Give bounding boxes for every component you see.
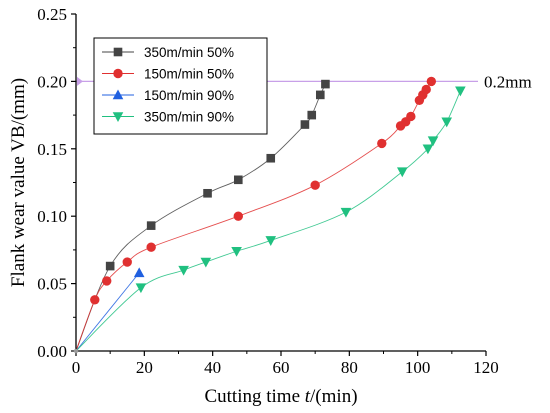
data-point bbox=[300, 120, 310, 129]
axes-layer: 0 20 40 60 80 100 120 0.00 0.05 0.10 0.15 0.20 0.25 bbox=[37, 5, 499, 377]
data-point bbox=[135, 283, 147, 294]
y-tick-label: 0.15 bbox=[37, 140, 67, 159]
x-tick-label: 120 bbox=[473, 358, 499, 377]
y-tick-label: 0.10 bbox=[37, 207, 67, 226]
x-axis-title-prefix: Cutting time bbox=[204, 386, 304, 407]
data-point bbox=[231, 246, 242, 257]
data-point bbox=[233, 175, 243, 185]
x-axis-title-suffix: /(min) bbox=[310, 386, 358, 407]
y-tick-label: 0.20 bbox=[37, 72, 67, 91]
data-point bbox=[203, 188, 212, 198]
data-point bbox=[340, 207, 352, 218]
data-point bbox=[396, 167, 408, 178]
data-point bbox=[90, 295, 100, 305]
data-point bbox=[178, 265, 189, 276]
data-point bbox=[265, 236, 277, 246]
series-markers-1 bbox=[105, 79, 330, 271]
x-tick-label: 0 bbox=[72, 358, 81, 377]
data-point bbox=[105, 261, 115, 271]
data-point bbox=[421, 84, 431, 95]
data-point bbox=[122, 257, 132, 267]
data-point bbox=[307, 110, 317, 120]
data-point bbox=[310, 180, 320, 190]
series-markers-4 bbox=[135, 86, 466, 294]
data-point bbox=[266, 153, 276, 163]
series-line-3 bbox=[75, 272, 140, 352]
data-point bbox=[441, 117, 453, 128]
series-markers-2 bbox=[90, 76, 437, 305]
legend-item: 150m/min 90% bbox=[102, 88, 234, 103]
threshold-label: 0.2mm bbox=[484, 72, 532, 91]
legend-item: 150m/min 50% bbox=[102, 67, 234, 82]
legend-item: 350m/min 90% bbox=[102, 110, 234, 125]
series-markers-3 bbox=[133, 267, 145, 278]
data-point bbox=[233, 211, 243, 221]
data-point bbox=[455, 86, 466, 97]
legend-label: 350m/min 50% bbox=[144, 45, 234, 60]
legend-swatch-marker bbox=[112, 89, 124, 100]
data-point bbox=[102, 276, 112, 286]
x-tick-label: 40 bbox=[204, 358, 221, 377]
x-tick-label: 80 bbox=[341, 358, 358, 377]
origin-point bbox=[73, 348, 79, 354]
data-point bbox=[146, 221, 156, 230]
x-axis-title: Cutting time t/(min) bbox=[204, 386, 357, 407]
data-point bbox=[200, 257, 212, 268]
data-point bbox=[426, 76, 437, 87]
data-point bbox=[133, 267, 145, 278]
data-point bbox=[315, 90, 325, 100]
y-axis-title: Flank wear value VB/(mm) bbox=[8, 78, 29, 287]
legend-swatch-marker bbox=[113, 47, 123, 57]
markers-layer bbox=[73, 76, 466, 354]
x-axis-title-variable: t bbox=[305, 386, 311, 407]
y-tick-label: 0.25 bbox=[37, 5, 67, 24]
legend-label: 350m/min 90% bbox=[144, 110, 234, 125]
legend: 350m/min 50% 150m/min 50% 150m/min 90% 350m… bbox=[93, 37, 268, 135]
x-tick-label: 20 bbox=[136, 358, 153, 377]
data-point bbox=[427, 136, 439, 147]
x-tick-label: 60 bbox=[273, 358, 290, 377]
data-point bbox=[406, 111, 416, 122]
y-tick-label: 0.05 bbox=[37, 275, 67, 294]
legend-label: 150m/min 50% bbox=[144, 67, 234, 82]
series-line-1 bbox=[75, 83, 326, 352]
x-tick-label: 100 bbox=[405, 358, 431, 377]
threshold-marker bbox=[77, 76, 83, 86]
legend-box bbox=[93, 37, 268, 135]
legend-swatch-marker bbox=[112, 112, 124, 122]
legend-label: 150m/min 90% bbox=[144, 88, 234, 103]
data-point bbox=[146, 242, 156, 252]
y-tick-label: 0.00 bbox=[37, 342, 67, 361]
data-point bbox=[422, 144, 434, 155]
data-point bbox=[321, 79, 330, 89]
legend-item: 350m/min 50% bbox=[102, 45, 234, 60]
data-point bbox=[377, 138, 387, 149]
legend-swatch-marker bbox=[113, 68, 123, 79]
